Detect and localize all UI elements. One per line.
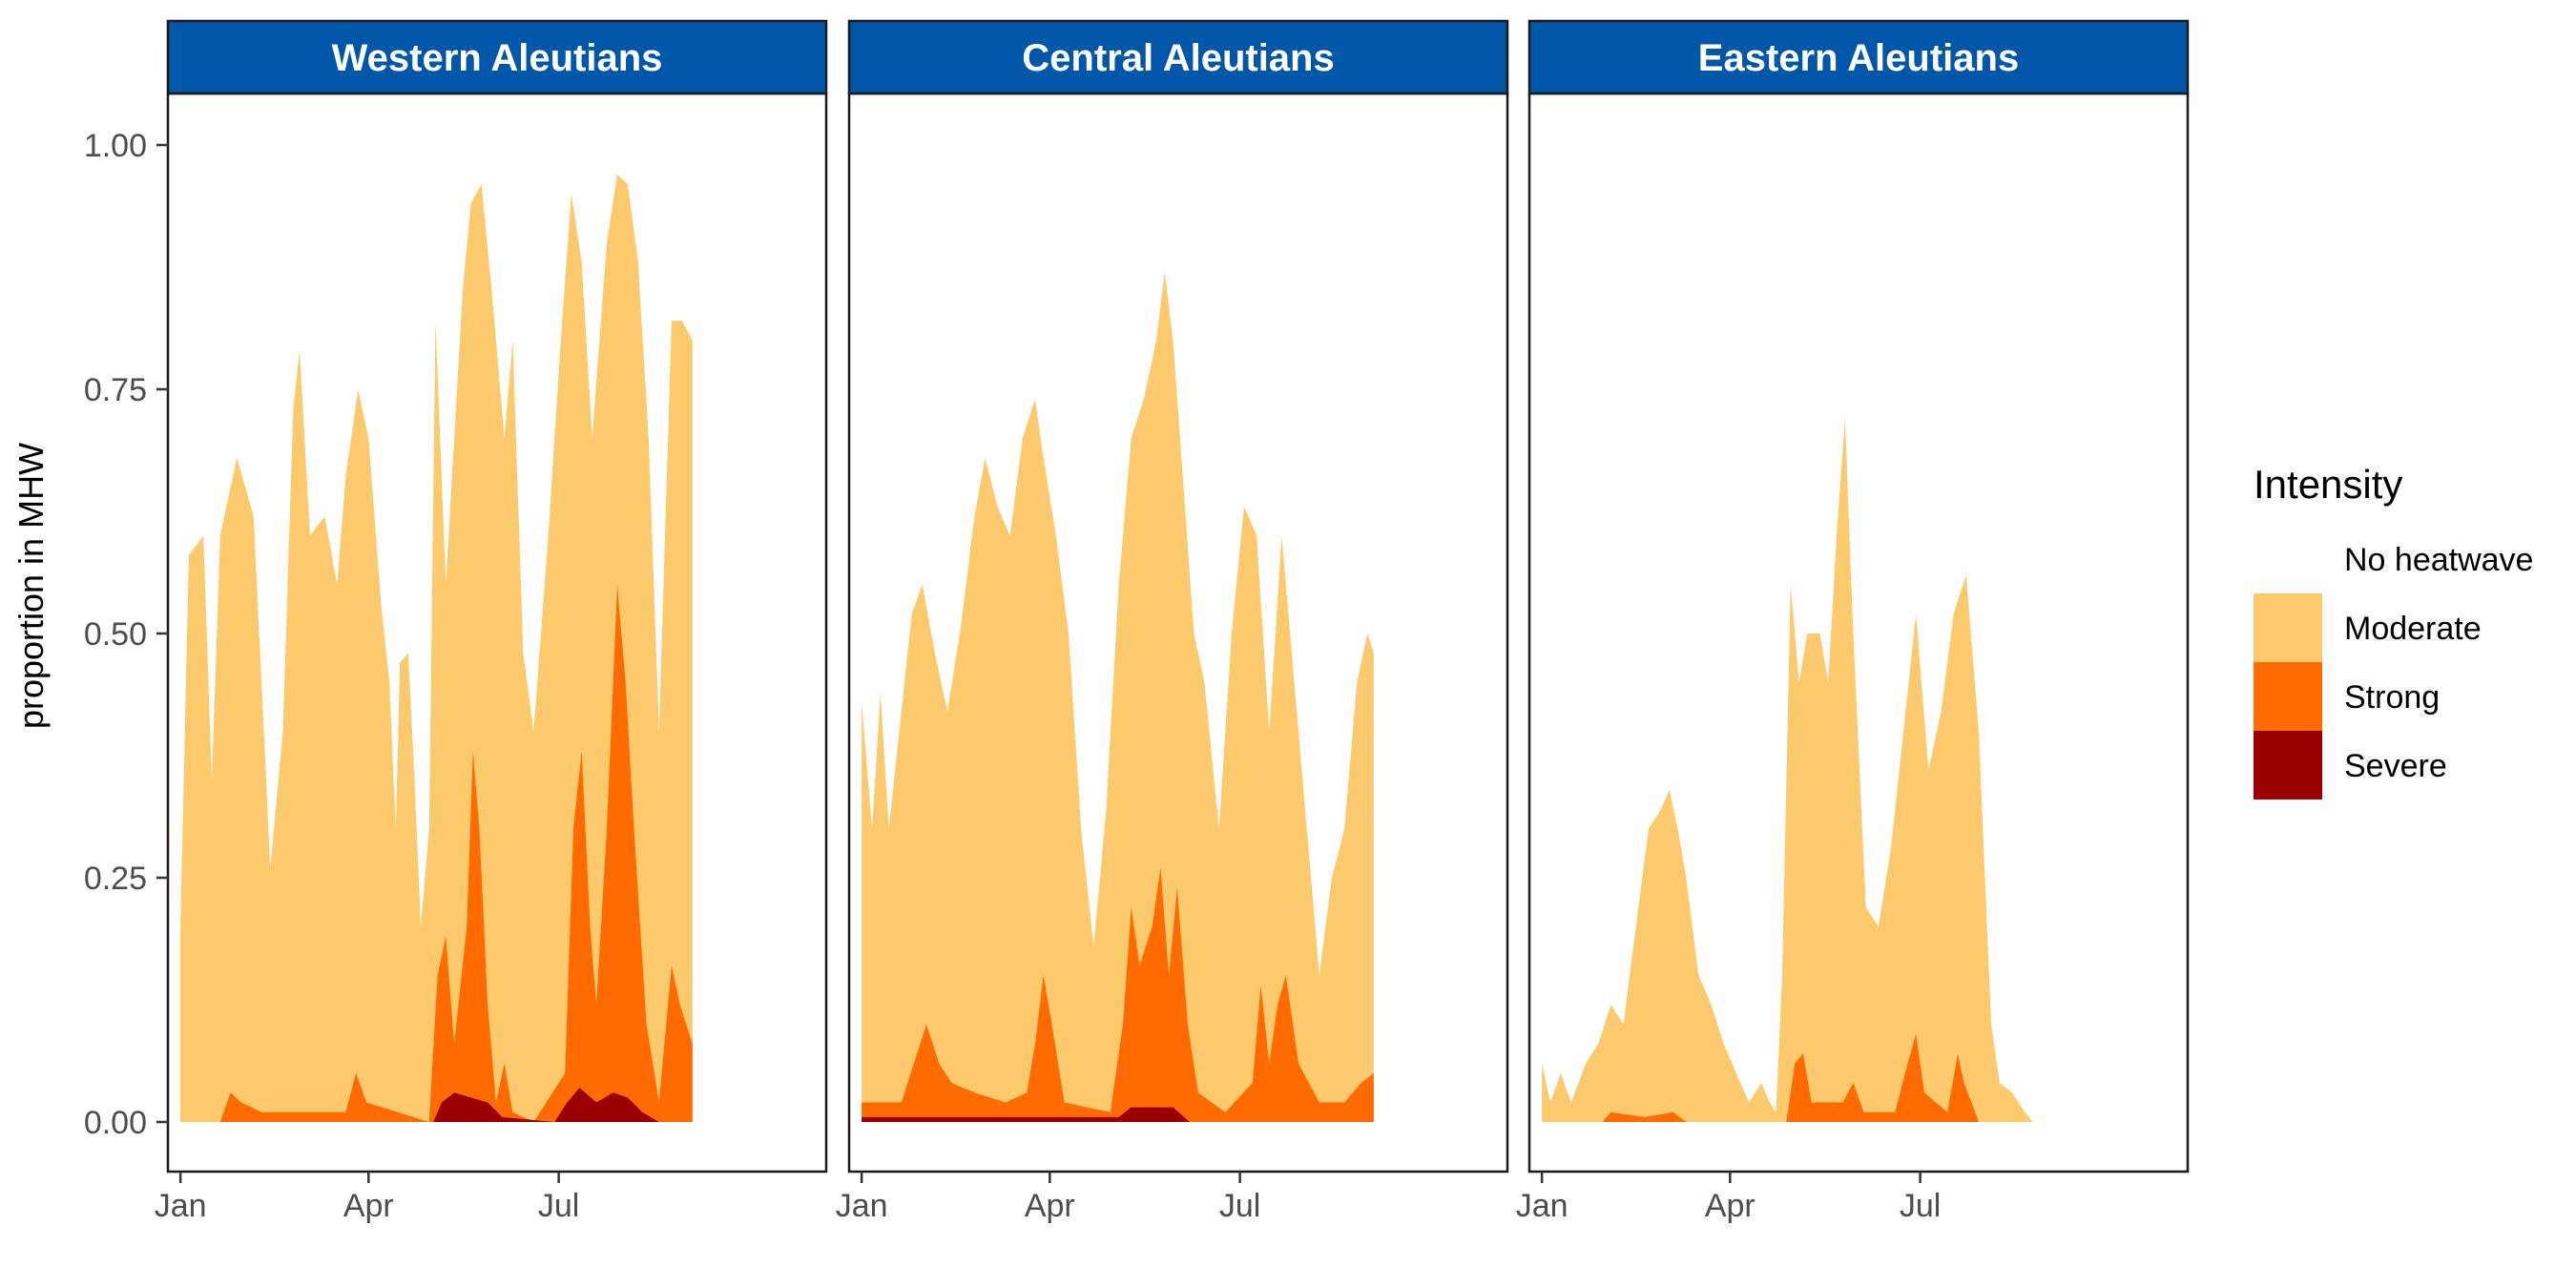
y-tick-label: 1.00 [84, 128, 147, 164]
legend-label: Strong [2344, 679, 2440, 716]
legend: Intensity No heatwave Moderate Strong Sever… [2254, 462, 2533, 800]
x-tick-label: Jan [836, 1188, 888, 1224]
y-tick-label: 0.00 [84, 1105, 147, 1141]
area-moderate [180, 174, 693, 1122]
x-tick-label: Jan [1516, 1188, 1568, 1224]
x-tick-label: Apr [343, 1188, 394, 1224]
legend-label: Severe [2344, 748, 2447, 784]
x-tick-label: Jan [155, 1188, 207, 1224]
x-tick-label: Apr [1705, 1188, 1755, 1224]
area-strong [862, 867, 1374, 1122]
area-moderate [1542, 418, 2054, 1122]
x-tick-label: Jul [538, 1188, 579, 1224]
legend-title: Intensity [2254, 462, 2402, 507]
legend-key-no-heatwave [2254, 525, 2322, 593]
strip-header [1527, 19, 2190, 95]
facet-panel: Central Aleutians Jan Apr Jul [836, 19, 1509, 1224]
facet-panel: Eastern Aleutians Jan Apr Jul [1516, 19, 2190, 1224]
legend-items: No heatwave Moderate Strong Severe [2254, 525, 2533, 800]
strip-title: Eastern Aleutians [1698, 37, 2019, 79]
x-tick-label: Jul [1219, 1188, 1260, 1224]
area-strong [180, 584, 693, 1122]
y-tick-label: 0.50 [84, 616, 147, 653]
y-tick-label: 0.75 [84, 372, 147, 408]
strip-header [166, 19, 828, 95]
area-strong [1542, 1033, 2054, 1122]
facet-panel: Western Aleutians Jan Apr Jul [155, 19, 828, 1224]
legend-key-severe [2254, 731, 2322, 800]
y-axis-title: proportion in MHW [11, 443, 51, 729]
y-axis: 0.00 0.25 0.50 0.75 1.00 [84, 128, 168, 1141]
legend-key-moderate [2254, 593, 2322, 662]
legend-key-strong [2254, 662, 2322, 731]
legend-label: Moderate [2344, 611, 2482, 647]
x-tick-label: Jul [1900, 1188, 1941, 1224]
area-severe [862, 1107, 1374, 1122]
x-tick-label: Apr [1025, 1188, 1075, 1224]
strip-title: Central Aleutians [1022, 37, 1334, 79]
y-tick-label: 0.25 [84, 861, 147, 897]
strip-header [847, 19, 1509, 95]
legend-label: No heatwave [2344, 542, 2533, 578]
area-moderate [862, 272, 1374, 1123]
strip-title: Western Aleutians [332, 37, 663, 79]
area-severe [180, 1088, 693, 1122]
